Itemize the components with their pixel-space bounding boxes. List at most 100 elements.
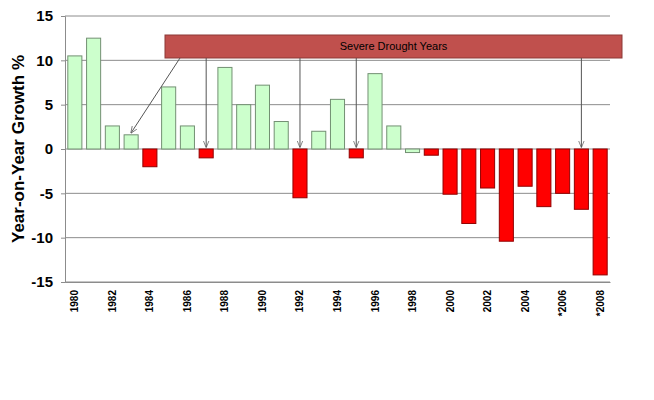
grid-line (65, 282, 610, 283)
grid-line (65, 193, 610, 194)
tick-mark (61, 238, 65, 239)
tick: 1990 (257, 282, 268, 312)
bar (349, 149, 363, 158)
tick: 1992 (294, 282, 305, 312)
tick: *2006 (557, 282, 568, 316)
bar (443, 149, 457, 194)
tick-mark (61, 16, 65, 17)
tick-label: 1980 (69, 290, 80, 313)
tick-label: 10 (36, 52, 53, 69)
bar (293, 149, 307, 198)
bar (368, 74, 382, 149)
tick-label: 1996 (370, 290, 381, 313)
annotation-box (165, 35, 622, 58)
tick-label: 1994 (332, 290, 343, 313)
tick: -15 (31, 273, 65, 290)
tick-mark (61, 105, 65, 106)
annotation-arrow (356, 58, 357, 147)
annotation-arrow (206, 58, 207, 147)
bar (462, 149, 476, 223)
bar (593, 149, 607, 275)
tick-label: 15 (36, 7, 53, 24)
annotation: Severe Drought Years (131, 35, 622, 147)
bar (162, 87, 176, 149)
tick-label: 0 (45, 140, 53, 157)
tick-label: -10 (31, 229, 53, 246)
tick: 1994 (332, 282, 343, 312)
bar (180, 126, 194, 149)
tick: 0 (45, 140, 65, 157)
y-axis-line (61, 17, 66, 283)
tick-label: 2000 (445, 290, 456, 313)
annotation-text: Severe Drought Years (340, 40, 448, 52)
tick: 1998 (407, 282, 418, 312)
tick: 15 (36, 7, 65, 24)
bar (199, 149, 213, 158)
tick: -5 (40, 185, 65, 202)
bar (574, 149, 588, 209)
tick-label: 1988 (219, 290, 230, 313)
tick: 10 (36, 52, 65, 69)
bar (237, 105, 251, 149)
tick: 1982 (107, 282, 118, 312)
x-axis: 1980 1982 1984 1986 1988 1990 1992 1994 1996 1998… (66, 282, 611, 316)
bar (556, 149, 570, 193)
annotation-arrow (131, 58, 180, 133)
bar (499, 149, 513, 241)
bar (387, 126, 401, 149)
bar (330, 99, 344, 149)
tick: 1996 (370, 282, 381, 312)
grid-line (65, 60, 610, 61)
tick-label: 2004 (520, 290, 531, 313)
bar (218, 67, 232, 149)
tick-label: 1992 (294, 290, 305, 313)
bar (481, 149, 495, 188)
tick-mark (61, 149, 65, 150)
tick: -10 (31, 229, 65, 246)
tick-label: -15 (31, 273, 53, 290)
bar (124, 135, 138, 149)
bar (312, 131, 326, 149)
annotation-arrow (581, 58, 582, 147)
bar (406, 149, 420, 153)
grid-line (65, 16, 610, 17)
tick-mark (61, 193, 65, 194)
x-axis-line (66, 282, 611, 283)
tick-label: *2006 (557, 290, 568, 317)
bar (518, 149, 532, 186)
tick-mark (61, 282, 65, 283)
annotation-arrow (299, 58, 300, 147)
tick: 1988 (219, 282, 230, 312)
chart: -15-10-505101519801982198419861988199019… (0, 0, 654, 400)
y-axis: -15 -10 -5 0 5 10 15 (31, 7, 65, 290)
tick-label: 1982 (107, 290, 118, 313)
y-axis-title: Year-on-Year Growth % (9, 55, 28, 243)
tick: 2000 (445, 282, 456, 312)
bar (537, 149, 551, 207)
tick-label: 1990 (257, 290, 268, 313)
tick: 1984 (144, 282, 155, 312)
bar (255, 85, 269, 149)
tick-label: 1986 (182, 290, 193, 313)
tick: 5 (45, 96, 65, 113)
bars (68, 38, 607, 275)
bar (274, 122, 288, 149)
tick: *2008 (595, 282, 606, 316)
bar (68, 56, 82, 149)
tick-label: 2002 (482, 290, 493, 313)
tick-label: 1984 (144, 290, 155, 313)
grid-line (65, 237, 610, 238)
tick-mark (61, 60, 65, 61)
bar (105, 126, 119, 149)
tick-label: 1998 (407, 290, 418, 313)
tick: 2002 (482, 282, 493, 312)
tick: 2004 (520, 282, 531, 312)
bar (87, 38, 101, 149)
bar (143, 149, 157, 167)
tick: 1980 (69, 282, 80, 312)
tick: 1986 (182, 282, 193, 312)
tick-label: *2008 (595, 290, 606, 317)
tick-label: 5 (45, 96, 53, 113)
tick-label: -5 (40, 185, 53, 202)
bar (424, 149, 438, 155)
